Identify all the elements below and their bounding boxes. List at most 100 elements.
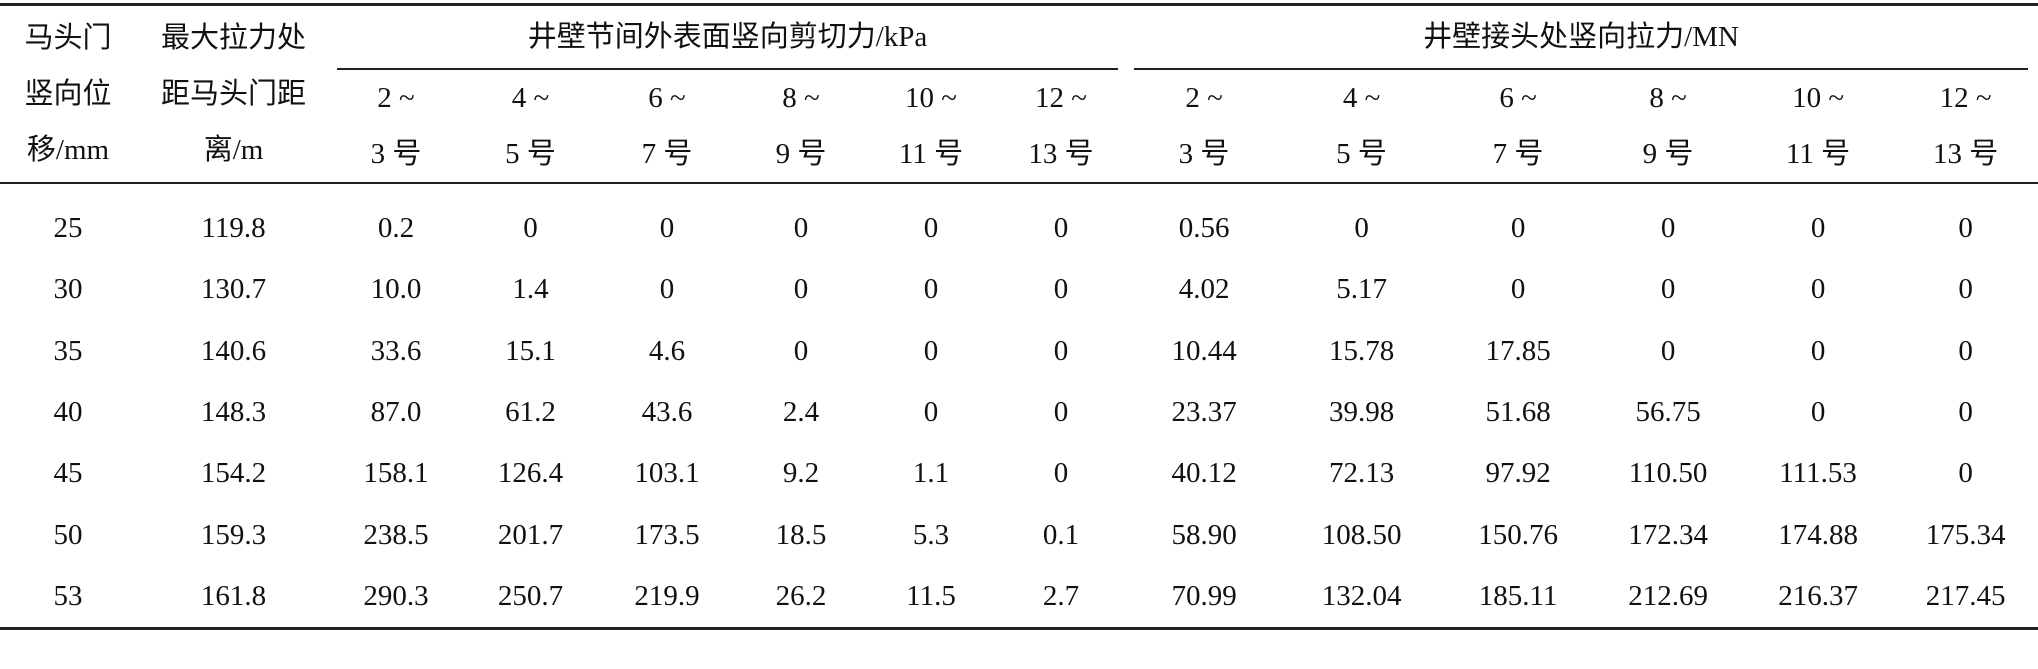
header-text: 8 ~ (1649, 82, 1687, 114)
subheader-row: 2 ~ 3 号 4 ~ 5 号 6 ~ 7 号 8 ~ 9 号 10 ~ 11 号 12 ~ 13 号… (0, 70, 2038, 184)
data-table: 马头门 竖向位 移/mm 最大拉力处 距马头门距 离/m 井壁节间外表面竖向剪切力/kPa 井… (0, 3, 2038, 631)
data-cell: 72.13 (1328, 457, 1395, 490)
header-text: 移/mm (26, 134, 110, 166)
header-text: 距马头门距 (160, 78, 306, 110)
data-cell: 5.17 (1336, 273, 1387, 306)
data-cell: 18.5 (775, 518, 827, 551)
data-cell: 290.3 (331, 565, 461, 631)
header-text: 7 号 (641, 138, 693, 170)
subcolumn-header: 4 ~ 5 号 (1280, 70, 1444, 184)
data-cell: 0 (923, 396, 939, 429)
table-body: 25 119.8 0.2 0 0 0 0 0 0.56 0 0 0 0 0 30 130.7 10.0 1.4 0 0… (0, 183, 2038, 631)
data-cell: 15.1 (505, 334, 556, 367)
header-text: 4 ~ (511, 82, 550, 114)
data-cell: 150.76 (1478, 518, 1558, 551)
data-cell: 10.44 (1171, 334, 1237, 367)
data-cell: 2.4 (782, 396, 820, 429)
subcolumn-header: 8 ~ 9 号 (1593, 70, 1744, 184)
data-row: 30 130.7 10.0 1.4 0 0 0 0 4.02 5.17 0 0 0 0 (0, 259, 2038, 320)
subcolumn-header: 10 ~ 11 号 (1743, 70, 1894, 184)
data-cell: 5.3 (912, 518, 950, 551)
header-text: 2 ~ (1185, 82, 1223, 114)
data-row: 45 154.2 158.1 126.4 103.1 9.2 1.1 0 40.12 72.13 9… (0, 443, 2038, 504)
data-cell: 51.68 (1485, 396, 1551, 429)
header-text: 9 号 (775, 138, 827, 170)
data-cell: 0 (923, 212, 939, 245)
data-cell: 119.8 (201, 212, 266, 245)
header-row: 马头门 竖向位 移/mm 最大拉力处 距马头门距 离/m 井壁节间外表面竖向剪切力/kPa 井… (0, 3, 2038, 184)
data-cell: 39.98 (1328, 396, 1395, 429)
header-text: 7 号 (1492, 138, 1544, 170)
subcolumn-header: 12 ~ 13 号 (1893, 70, 2038, 184)
data-cell: 0 (1053, 273, 1069, 306)
data-cell: 0.1 (1042, 518, 1080, 551)
header-text: 10 ~ (1792, 82, 1845, 114)
data-cell: 111.53 (1779, 457, 1857, 490)
row-header-cell: 最大拉力处距马头门距离/m (136, 3, 331, 184)
data-cell: 0 (659, 273, 675, 306)
data-cell: 70.99 (1128, 565, 1281, 631)
header-text: 5 号 (505, 138, 556, 170)
header-text: 4 ~ (1342, 82, 1381, 114)
header-text: 11 号 (1785, 138, 1851, 170)
data-row: 50 159.3 238.5 201.7 173.5 18.5 5.3 0.1 58.90 108… (0, 504, 2038, 565)
subcolumn-header: 2 ~ 3 号 (1128, 70, 1281, 184)
header-text: 离/m (203, 134, 264, 166)
data-cell: 158.1 (363, 457, 429, 490)
header-text: 12 ~ (1035, 82, 1087, 114)
data-cell: 35 (53, 334, 83, 367)
group-header: 井壁节间外表面竖向剪切力/kPa (337, 6, 1119, 70)
data-cell: 0 (659, 212, 675, 245)
data-cell: 0 (1053, 334, 1069, 367)
data-cell: 0 (1958, 334, 1973, 367)
data-cell: 87.0 (370, 396, 422, 429)
data-cell: 0 (1053, 212, 1069, 245)
data-cell: 0.56 (1178, 212, 1230, 245)
data-cell: 0 (1510, 212, 1526, 245)
data-cell: 50 (53, 518, 83, 551)
subcolumn-header: 10 ~ 11 号 (868, 70, 994, 184)
data-cell: 173.5 (634, 518, 700, 551)
data-cell: 2.7 (994, 565, 1129, 631)
header-text: 8 ~ (782, 82, 820, 114)
data-cell: 161.8 (136, 565, 331, 631)
data-cell: 15.78 (1328, 334, 1395, 367)
data-cell: 4.6 (648, 334, 686, 367)
data-cell: 108.50 (1321, 518, 1402, 551)
header-text: 6 ~ (1499, 82, 1537, 114)
data-cell: 148.3 (200, 396, 267, 429)
data-cell: 40.12 (1171, 457, 1237, 490)
data-cell: 219.9 (600, 565, 734, 631)
header-text: 13 号 (1932, 138, 1999, 170)
header-text: 马头门 (24, 22, 112, 54)
data-cell: 25 (53, 212, 83, 245)
data-cell: 174.88 (1778, 518, 1858, 551)
data-cell: 97.92 (1485, 457, 1551, 490)
data-row: 35 140.6 33.6 15.1 4.6 0 0 0 10.44 15.78 17.85 0 0 0 (0, 321, 2038, 382)
data-cell: 0.2 (377, 212, 415, 245)
group-header-cell: 井壁接头处竖向拉力/MN (1128, 3, 2038, 70)
data-cell: 0 (1354, 212, 1369, 245)
subcolumn-header: 8 ~ 9 号 (734, 70, 868, 184)
data-cell: 0 (1958, 396, 1973, 429)
header-text: 最大拉力处 (160, 22, 306, 54)
data-cell: 140.6 (200, 334, 267, 367)
data-cell: 0 (1958, 273, 1973, 306)
data-cell: 0 (1053, 396, 1069, 429)
data-cell: 126.4 (497, 457, 564, 490)
data-cell: 0 (1660, 212, 1676, 245)
data-cell: 0 (1810, 212, 1826, 245)
data-cell: 61.2 (505, 396, 556, 429)
data-cell: 212.69 (1593, 565, 1744, 631)
data-cell: 26.2 (734, 565, 868, 631)
data-cell: 159.3 (200, 518, 267, 551)
data-cell: 9.2 (782, 457, 820, 490)
data-cell: 175.34 (1925, 518, 2006, 551)
data-cell: 11.5 (868, 565, 994, 631)
data-cell: 1.4 (512, 273, 549, 306)
data-cell: 0 (1958, 457, 1973, 490)
data-cell: 201.7 (497, 518, 564, 551)
data-cell: 0 (793, 212, 809, 245)
data-cell: 110.50 (1628, 457, 1708, 490)
data-cell: 0 (1810, 273, 1826, 306)
